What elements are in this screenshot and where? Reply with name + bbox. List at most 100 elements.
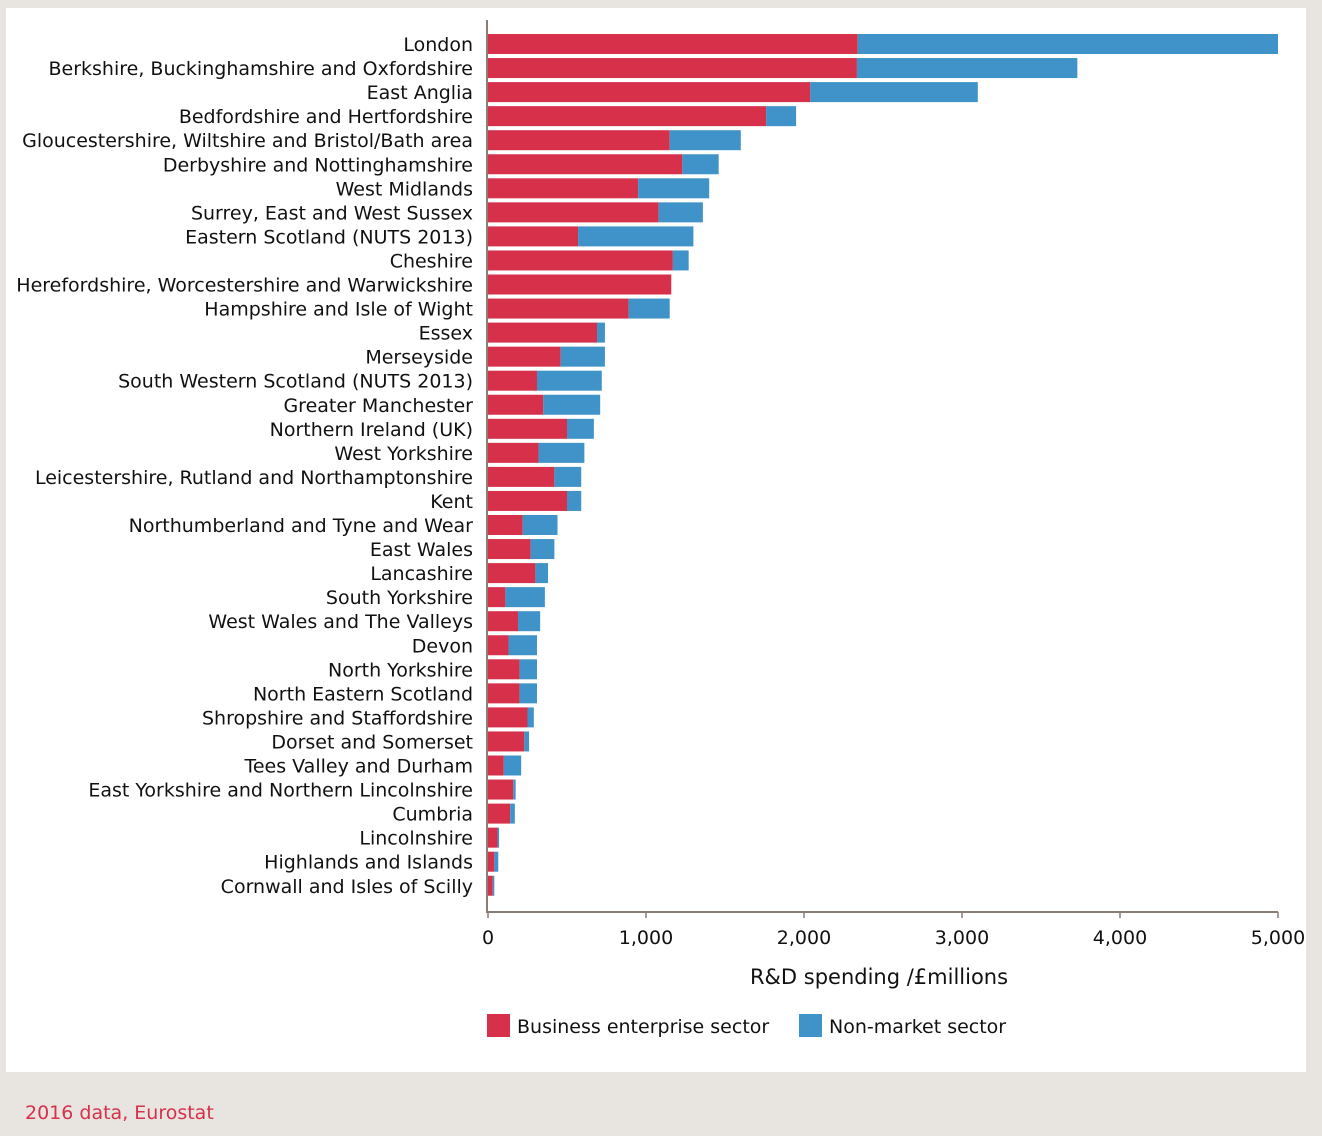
category-label: East Yorkshire and Northern Lincolnshire (88, 780, 473, 802)
category-label: Cornwall and Isles of Scilly (221, 876, 473, 898)
bar-business-enterprise (488, 442, 539, 463)
bar-business-enterprise (488, 154, 683, 175)
bar-business-enterprise (488, 731, 525, 752)
bar-business-enterprise (488, 779, 514, 800)
bar-non-market (628, 298, 670, 319)
category-label: Kent (430, 491, 473, 513)
category-label: Highlands and Islands (264, 852, 473, 874)
legend-label: Business enterprise sector (517, 1016, 769, 1038)
bar-business-enterprise (488, 875, 493, 896)
bar-business-enterprise (488, 587, 506, 608)
bar-business-enterprise (488, 515, 523, 535)
bar-non-market (535, 563, 549, 584)
category-label: Northern Ireland (UK) (270, 419, 473, 441)
category-label: Bedfordshire and Hertfordshire (179, 106, 473, 128)
bar-non-market (497, 827, 500, 848)
bar-business-enterprise (488, 827, 498, 848)
category-label: Derbyshire and Nottinghamshire (163, 154, 473, 176)
bar-non-market (682, 154, 719, 175)
bar-non-market (658, 202, 703, 223)
bar-business-enterprise (488, 370, 537, 391)
bar-non-market (519, 683, 537, 704)
category-label: South Yorkshire (326, 587, 473, 609)
bar-business-enterprise (488, 82, 811, 103)
axes: 0 1,000 2,000 3,000 4,000 5,000 (482, 20, 1305, 949)
category-label: East Anglia (367, 82, 473, 104)
bar-non-market (513, 779, 516, 800)
x-tick-label: 3,000 (935, 927, 989, 949)
bar-non-market (494, 851, 499, 872)
category-label: East Wales (370, 539, 473, 561)
category-label: Gloucestershire, Wiltshire and Bristol/B… (22, 130, 473, 152)
bar-business-enterprise (488, 202, 659, 223)
bar-non-market (567, 490, 582, 511)
bar-non-market (505, 587, 545, 608)
bar-business-enterprise (488, 178, 639, 199)
bar-non-market (522, 515, 558, 535)
category-label: Eastern Scotland (NUTS 2013) (185, 226, 473, 248)
bar-business-enterprise (488, 659, 520, 680)
bar-non-market (578, 226, 694, 247)
bar-non-market (567, 418, 594, 439)
bar-non-market (524, 731, 530, 752)
bar-business-enterprise (488, 106, 767, 127)
category-label: London (403, 34, 473, 56)
bars-layer (488, 34, 1278, 896)
category-label: Greater Manchester (283, 395, 473, 417)
category-label: Cumbria (392, 804, 473, 826)
category-label: Merseyside (365, 347, 473, 369)
bar-non-market (503, 755, 522, 776)
category-label: West Yorkshire (334, 443, 473, 465)
bar-business-enterprise (488, 611, 519, 632)
bar-business-enterprise (488, 707, 528, 728)
category-label: North Yorkshire (328, 659, 473, 681)
x-tick-label: 4,000 (1093, 927, 1147, 949)
category-label: Lancashire (370, 563, 473, 585)
legend: Business enterprise sector Non-market sec… (487, 1014, 1006, 1038)
bar-non-market (554, 466, 582, 487)
bar-business-enterprise (488, 755, 504, 776)
category-label: Tees Valley and Durham (243, 756, 473, 778)
category-label: Dorset and Somerset (271, 731, 473, 753)
bar-non-market (597, 322, 605, 343)
category-label: Surrey, East and West Sussex (191, 202, 473, 224)
bar-business-enterprise (488, 851, 495, 872)
source-note: 2016 data, Eurostat (25, 1102, 214, 1124)
x-tick-label: 2,000 (777, 927, 831, 949)
bar-business-enterprise (488, 274, 672, 295)
bar-business-enterprise (488, 394, 544, 415)
bar-non-market (527, 707, 534, 728)
category-label: West Midlands (336, 178, 473, 200)
bar-non-market (543, 394, 601, 415)
bar-non-market (810, 82, 978, 103)
category-label: Northumberland and Tyne and Wear (129, 515, 474, 537)
x-tick-label: 5,000 (1251, 927, 1305, 949)
bar-business-enterprise (488, 298, 629, 319)
bar-non-market (510, 803, 515, 824)
bar-non-market (508, 635, 537, 656)
bar-non-market (766, 106, 797, 127)
bar-business-enterprise (488, 34, 858, 54)
bar-business-enterprise (488, 466, 555, 487)
category-label: West Wales and The Valleys (208, 611, 473, 633)
category-label: Berkshire, Buckinghamshire and Oxfordshi… (48, 58, 473, 80)
bar-non-market (492, 875, 495, 896)
bar-business-enterprise (488, 539, 531, 560)
bar-business-enterprise (488, 490, 567, 511)
bar-non-market (518, 611, 541, 632)
bar-non-market (530, 539, 555, 560)
bar-business-enterprise (488, 635, 509, 656)
bar-business-enterprise (488, 683, 520, 704)
category-label: South Western Scotland (NUTS 2013) (118, 371, 473, 393)
category-label: Hampshire and Isle of Wight (204, 299, 473, 321)
category-label: Cheshire (390, 250, 473, 272)
bar-non-market (857, 34, 1278, 54)
category-label: North Eastern Scotland (253, 683, 473, 705)
legend-swatch-business (487, 1014, 510, 1037)
x-tick-label: 1,000 (619, 927, 673, 949)
category-label: Leicestershire, Rutland and Northamptons… (35, 467, 473, 489)
x-tick-label: 0 (482, 927, 494, 949)
bar-business-enterprise (488, 346, 561, 367)
